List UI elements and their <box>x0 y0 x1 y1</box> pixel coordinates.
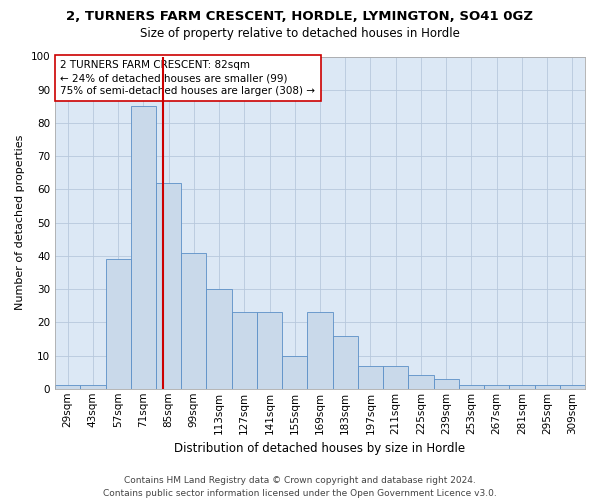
Bar <box>55 386 80 389</box>
Bar <box>232 312 257 389</box>
Bar <box>80 386 106 389</box>
Bar <box>509 386 535 389</box>
X-axis label: Distribution of detached houses by size in Hordle: Distribution of detached houses by size … <box>175 442 466 455</box>
Bar <box>560 386 585 389</box>
Bar <box>332 336 358 389</box>
Bar <box>181 252 206 389</box>
Bar <box>409 376 434 389</box>
Bar <box>535 386 560 389</box>
Text: 2, TURNERS FARM CRESCENT, HORDLE, LYMINGTON, SO41 0GZ: 2, TURNERS FARM CRESCENT, HORDLE, LYMING… <box>67 10 533 23</box>
Bar <box>206 289 232 389</box>
Bar <box>257 312 282 389</box>
Bar <box>358 366 383 389</box>
Bar <box>383 366 409 389</box>
Bar <box>156 183 181 389</box>
Bar <box>307 312 332 389</box>
Text: 2 TURNERS FARM CRESCENT: 82sqm
← 24% of detached houses are smaller (99)
75% of : 2 TURNERS FARM CRESCENT: 82sqm ← 24% of … <box>61 60 316 96</box>
Bar <box>484 386 509 389</box>
Bar <box>434 379 459 389</box>
Bar <box>282 356 307 389</box>
Bar <box>459 386 484 389</box>
Bar <box>106 259 131 389</box>
Text: Contains HM Land Registry data © Crown copyright and database right 2024.
Contai: Contains HM Land Registry data © Crown c… <box>103 476 497 498</box>
Bar <box>131 106 156 389</box>
Y-axis label: Number of detached properties: Number of detached properties <box>15 135 25 310</box>
Text: Size of property relative to detached houses in Hordle: Size of property relative to detached ho… <box>140 28 460 40</box>
